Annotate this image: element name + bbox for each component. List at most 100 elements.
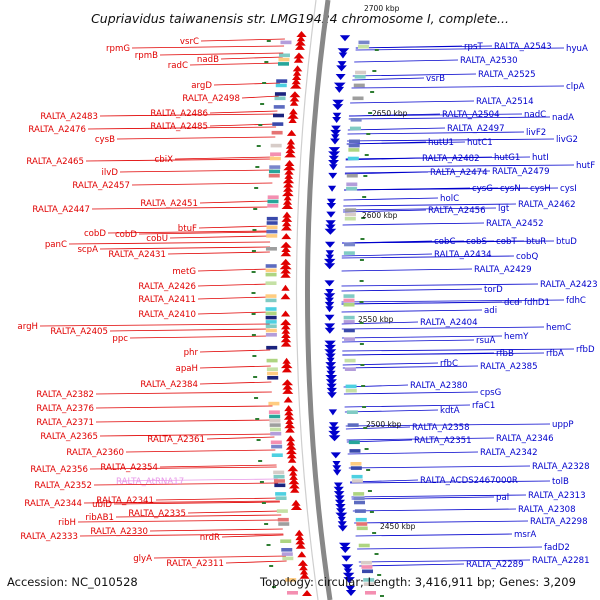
gene-label[interactable]: RALTA_A2382 [36, 390, 94, 400]
gene-label[interactable]: cysB [95, 135, 115, 145]
gene-label[interactable]: cobS [466, 237, 487, 247]
gene-label[interactable]: argH [17, 322, 38, 332]
gene-label[interactable]: RALTA_A2404 [420, 318, 478, 328]
gene-label[interactable]: RALTA_A2360 [66, 448, 124, 458]
gene-label[interactable]: adi [484, 306, 497, 316]
gene-label[interactable]: RALTA_A2308 [518, 505, 576, 515]
gene-label[interactable]: RALTA_A2351 [414, 436, 472, 446]
gene-label[interactable]: RALTA_A2530 [460, 56, 518, 66]
gene-label[interactable]: holC [440, 194, 459, 204]
gene-label[interactable]: RALTA_A2384 [140, 380, 198, 390]
gene-label[interactable]: RALTA_A2313 [528, 491, 586, 501]
gene-label[interactable]: radC [168, 61, 188, 71]
gene-label[interactable]: cobQ [516, 252, 538, 262]
gene-label[interactable]: fdhD1 [524, 298, 550, 308]
gene-label[interactable]: cysN [500, 184, 521, 194]
gene-label[interactable]: RALTA_A2411 [138, 295, 196, 305]
gene-label[interactable]: cysH [530, 184, 551, 194]
gene-label[interactable]: nadB [197, 55, 219, 65]
gene-label[interactable]: RALTA_A2352 [34, 481, 92, 491]
gene-label[interactable]: RALTA_A2358 [412, 423, 470, 433]
gene-label[interactable]: cobD [115, 230, 137, 240]
gene-label[interactable]: livF2 [526, 128, 546, 138]
gene-label[interactable]: uppP [552, 420, 574, 430]
gene-label[interactable]: RALTA_A2479 [492, 167, 550, 177]
gene-label[interactable]: RALTA_A2543 [494, 42, 552, 52]
gene-label[interactable]: clpA [566, 82, 585, 92]
gene-label[interactable]: RALTA_A2298 [530, 517, 588, 527]
gene-label[interactable]: ribAB1 [85, 513, 114, 523]
gene-label[interactable]: RALTA_ACDS2467000R [420, 476, 518, 486]
gene-label[interactable]: cobT [496, 237, 517, 247]
gene-label[interactable]: btuF [178, 224, 197, 234]
gene-label[interactable]: RALTA_A2333 [20, 532, 78, 542]
gene-label[interactable]: hutF [576, 161, 595, 171]
gene-label[interactable]: hutI [532, 153, 549, 163]
gene-label[interactable]: RALTA_A2482 [422, 154, 480, 164]
gene-label[interactable]: rpmB [135, 51, 158, 61]
gene-label[interactable]: RALTA_A2346 [496, 434, 554, 444]
gene-label[interactable]: panC [45, 240, 67, 250]
gene-label[interactable]: kdtA [440, 406, 460, 416]
gene-label[interactable]: glyA [133, 554, 152, 564]
gene-label[interactable]: RALTA_A2456 [428, 206, 486, 216]
gene-label[interactable]: ubiD [92, 500, 112, 510]
gene-label[interactable]: RALTA_A2361 [147, 435, 205, 445]
gene-label[interactable]: tolB [552, 477, 569, 487]
gene-label[interactable]: RALTA_A2465 [26, 157, 84, 167]
gene-label[interactable]: RALTA_A2371 [36, 418, 94, 428]
gene-label[interactable]: RALTA_A2452 [486, 219, 544, 229]
gene-label[interactable]: RALTA_A2429 [474, 265, 532, 275]
gene-label[interactable]: RALTA_A2289 [466, 560, 524, 570]
gene-label[interactable]: cysI [560, 184, 577, 194]
gene-label[interactable]: hemY [504, 332, 529, 342]
gene-label[interactable]: rpsT [464, 42, 483, 52]
gene-label[interactable]: RALTA_A2341 [96, 496, 154, 506]
gene-label[interactable]: RALTA_A2335 [128, 509, 186, 519]
gene-label[interactable]: hutG1 [494, 153, 520, 163]
gene-label[interactable]: scpA [77, 245, 98, 255]
gene-label[interactable]: hutU1 [428, 138, 454, 148]
gene-label[interactable]: cobU [146, 234, 168, 244]
gene-label[interactable]: vsrC [180, 37, 199, 47]
gene-label[interactable]: ilvD [102, 168, 119, 178]
gene-label[interactable]: RALTA_A2483 [40, 112, 98, 122]
gene-label[interactable]: RALTA_A2497 [447, 124, 505, 134]
gene-label[interactable]: rfbD [576, 345, 595, 355]
gene-label[interactable]: cpsG [480, 388, 501, 398]
gene-label[interactable]: hyuA [566, 44, 588, 54]
gene-label[interactable]: RALTA_A2525 [478, 70, 536, 80]
gene-label[interactable]: nrdR [200, 533, 220, 543]
gene-label[interactable]: RALTA_A2385 [480, 362, 538, 372]
gene-label[interactable]: RALTA_A2498 [182, 94, 240, 104]
gene-label[interactable]: hutC1 [467, 138, 493, 148]
gene-label[interactable]: RALTA_A2281 [532, 556, 590, 566]
gene-label[interactable]: RALTA_A2476 [28, 125, 86, 135]
gene-label[interactable]: RALTA_A2457 [72, 181, 130, 191]
gene-label[interactable]: cbiX [155, 155, 174, 165]
gene-label[interactable]: btuR [526, 237, 546, 247]
gene-label[interactable]: fdhC [566, 296, 586, 306]
gene-label[interactable]: nadA [552, 113, 574, 123]
gene-label[interactable]: RALTA_A2365 [40, 432, 98, 442]
gene-label[interactable]: rfbA [546, 349, 564, 359]
gene-label[interactable]: rpmG [106, 44, 130, 54]
gene-label[interactable]: cobD [84, 229, 106, 239]
gene-label[interactable]: RALTA_A2380 [410, 381, 468, 391]
gene-label[interactable]: fadD2 [544, 543, 570, 553]
gene-label[interactable]: RALTA_A2486 [150, 109, 208, 119]
gene-label[interactable]: rfbC [440, 359, 458, 369]
gene-label[interactable]: cysG [472, 184, 493, 194]
gene-label[interactable]: ribH [58, 518, 76, 528]
gene-label[interactable]: RALTA_A2426 [138, 282, 196, 292]
gene-label[interactable]: RALTA_A2405 [50, 327, 108, 337]
gene-label[interactable]: RALTA_A2431 [108, 250, 166, 260]
gene-label[interactable]: RALTA_A2311 [166, 559, 224, 569]
gene-label[interactable]: RALTA_A2462 [518, 200, 576, 210]
gene-label[interactable]: rfbB [496, 349, 514, 359]
gene-label[interactable]: RALTA_A2410 [138, 310, 196, 320]
gene-label[interactable]: cobC [434, 237, 455, 247]
gene-label[interactable]: livG2 [556, 135, 578, 145]
gene-label[interactable]: phr [184, 348, 199, 358]
gene-label[interactable]: ppc [112, 334, 128, 344]
